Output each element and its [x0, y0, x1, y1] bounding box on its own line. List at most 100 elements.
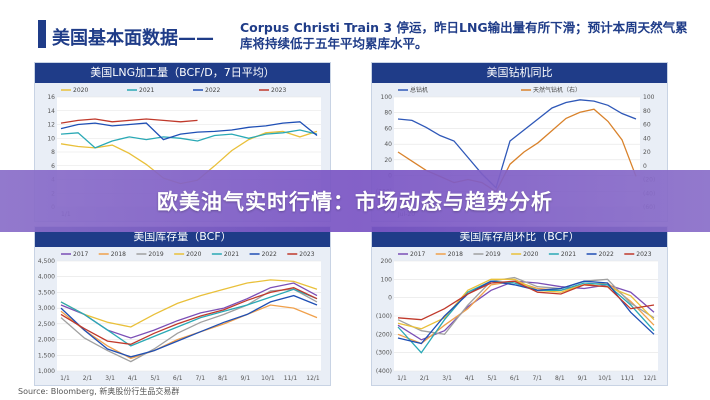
chart-title-rig: 美国钻机同比 — [372, 63, 667, 83]
weekly-chart: 200 100 0 (100) (200) (300) (400) 1/1 2/1 3/1 4/1 5… — [376, 251, 658, 382]
y-tick-label: 200 — [381, 258, 393, 265]
y-tick-label: 20 — [384, 157, 392, 164]
chart-title-lng: 美国LNG加工量（BCF/D，7日平均） — [35, 63, 330, 83]
x-tick-label: 11/1 — [621, 375, 635, 382]
x-tick-label: 8/1 — [555, 375, 565, 382]
series-line-2023 — [60, 287, 318, 345]
x-tick-label: 7/1 — [532, 375, 542, 382]
series-line-2020 — [60, 279, 318, 328]
chart-title-weekly: 美国库存周环比（BCF） — [372, 227, 667, 247]
x-tick-label: 6/1 — [510, 375, 520, 382]
y-right-tick-label: 0 — [643, 163, 647, 170]
y-tick-label: (400) — [376, 368, 392, 375]
y-tick-label: 4,500 — [38, 258, 55, 265]
legend-label: 2022 — [262, 251, 277, 258]
chart-title-storage: 美国库存量（BCF） — [35, 227, 330, 247]
x-tick-label: 1/1 — [60, 375, 70, 382]
y-tick-label: 3,000 — [38, 305, 55, 312]
x-tick-label: 2/1 — [420, 375, 430, 382]
y-tick-label: 1,500 — [38, 352, 55, 359]
panel-storage: 美国库存量（BCF） 1,000 1,500 2,000 2,500 3,000 3,50… — [34, 226, 331, 386]
series-line-2022 — [60, 121, 318, 141]
y-tick-label: 2,000 — [38, 337, 55, 344]
legend-label: 2017 — [410, 251, 425, 258]
y-tick-label: 4,000 — [38, 274, 55, 281]
legend-label: 2022 — [205, 87, 220, 94]
y-tick-label: (200) — [376, 331, 392, 338]
storage-chart: 1,000 1,500 2,000 2,500 3,000 3,500 4,000 4,500… — [38, 251, 321, 382]
x-tick-label: 5/1 — [487, 375, 497, 382]
x-tick-label: 4/1 — [465, 375, 475, 382]
title-accent-bar — [38, 20, 46, 48]
x-tick-label: 3/1 — [442, 375, 452, 382]
y-tick-label: 12 — [47, 122, 55, 129]
y-right-tick-label: 100 — [643, 94, 655, 101]
x-tick-label: 12/1 — [306, 375, 320, 382]
y-tick-label: 0 — [388, 295, 392, 302]
legend-label: 2023 — [636, 251, 651, 258]
y-tick-label: 100 — [381, 94, 393, 101]
legend-label: 2018 — [448, 251, 463, 258]
banner-title: 欧美油气实时行情：市场动态与趋势分析 — [157, 190, 553, 214]
legend-label: 2019 — [485, 251, 500, 258]
legend-label: 2023 — [299, 251, 314, 258]
series-line-2022 — [397, 280, 655, 345]
x-tick-label: 9/1 — [241, 375, 251, 382]
y-right-tick-label: 80 — [643, 108, 651, 115]
y-tick-label: 10 — [47, 135, 55, 142]
series-line-2019 — [397, 276, 655, 336]
legend-label: 2019 — [148, 251, 163, 258]
page-subtitle: Corpus Christi Train 3 停运，昨日LNG输出量有所下滑；预… — [240, 20, 688, 51]
series-line-2023 — [397, 280, 655, 321]
series-line-2019 — [60, 288, 318, 363]
y-tick-label: 16 — [47, 94, 55, 101]
x-tick-label: 1/1 — [397, 375, 407, 382]
series-line-总钻机 — [397, 99, 637, 190]
x-tick-label: 11/1 — [284, 375, 298, 382]
x-tick-label: 10/1 — [261, 375, 275, 382]
legend-label: 2023 — [271, 87, 286, 94]
legend-label: 2021 — [139, 87, 154, 94]
y-right-tick-label: 60 — [643, 122, 651, 129]
series-line-2022 — [60, 294, 318, 358]
x-tick-label: 6/1 — [173, 375, 183, 382]
y-tick-label: 2,500 — [38, 321, 55, 328]
legend-label: 2021 — [224, 251, 239, 258]
y-tick-label: 6 — [51, 163, 55, 170]
y-tick-label: 3,500 — [38, 289, 55, 296]
legend-label: 2018 — [111, 251, 126, 258]
x-tick-label: 8/1 — [218, 375, 228, 382]
plot-area — [57, 261, 321, 371]
x-tick-label: 9/1 — [578, 375, 588, 382]
legend-label: 天然气钻机（右） — [533, 86, 581, 94]
x-tick-label: 4/1 — [128, 375, 138, 382]
series-line-2021 — [60, 129, 318, 149]
y-tick-label: 40 — [384, 141, 392, 148]
x-tick-label: 2/1 — [83, 375, 93, 382]
y-tick-label: 60 — [384, 125, 392, 132]
x-tick-label: 5/1 — [150, 375, 160, 382]
banner — [0, 170, 710, 232]
y-tick-label: (100) — [376, 313, 392, 320]
series-line-2021 — [60, 288, 318, 347]
series-line-2018 — [60, 304, 318, 360]
panel-weekly: 美国库存周环比（BCF） 200 100 0 (100) (200) (300) (400)… — [371, 226, 668, 386]
legend-label: 2021 — [561, 251, 576, 258]
source-note: Source: Bloomberg, 新奥股份行生品交易群 — [18, 387, 180, 396]
y-tick-label: (300) — [376, 350, 392, 357]
x-tick-label: 3/1 — [105, 375, 115, 382]
page-title: 美国基本面数据—— — [52, 28, 214, 49]
legend-label: 总钻机 — [410, 86, 428, 94]
y-tick-label: 14 — [47, 108, 55, 115]
y-tick-label: 100 — [381, 276, 393, 283]
legend-label: 2022 — [599, 251, 614, 258]
legend-label: 2020 — [523, 251, 538, 258]
y-tick-label: 8 — [51, 149, 55, 156]
y-tick-label: 80 — [384, 110, 392, 117]
x-tick-label: 7/1 — [195, 375, 205, 382]
y-right-tick-label: 20 — [643, 149, 651, 156]
series-line-2023 — [60, 118, 198, 124]
legend-label: 2020 — [186, 251, 201, 258]
legend-label: 2020 — [73, 87, 88, 94]
y-right-tick-label: 40 — [643, 135, 651, 142]
